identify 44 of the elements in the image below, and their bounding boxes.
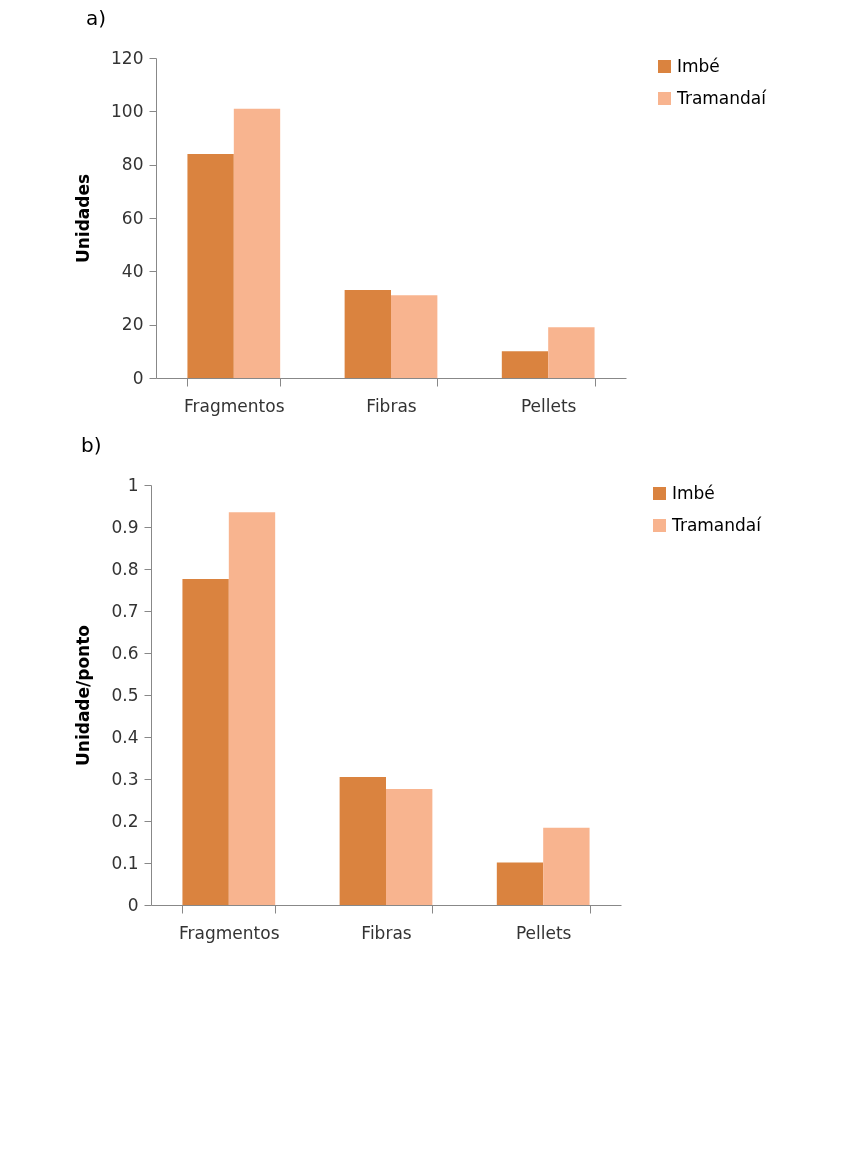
y-tick-label: 100: [111, 100, 144, 121]
chart-title: b): [81, 433, 102, 457]
legend-label: Imbé: [677, 55, 720, 76]
y-tick-label: 60: [121, 207, 144, 228]
y-tick-label: 0.9: [111, 516, 139, 537]
bar: [187, 154, 234, 378]
x-tick-label: Fibras: [366, 395, 417, 416]
y-axis-title: Unidades: [73, 173, 94, 264]
y-tick-label: 40: [121, 260, 144, 281]
bar: [543, 827, 590, 905]
y-tick-label: 0.7: [111, 600, 139, 621]
bar: [344, 290, 391, 378]
bar: [548, 327, 595, 378]
bar: [228, 512, 276, 905]
y-tick-label: 20: [121, 314, 144, 335]
x-tick-label: Fibras: [361, 922, 412, 943]
y-tick-label: 0.2: [111, 810, 139, 831]
x-tick-label: Fragmentos: [179, 922, 280, 943]
chart-title: a): [86, 6, 107, 30]
bar: [501, 351, 549, 378]
legend-label: Tramandaí: [676, 87, 768, 108]
x-tick-label: Pellets: [515, 922, 572, 943]
bar: [496, 862, 544, 905]
y-tick-label: 120: [111, 47, 144, 68]
bar: [391, 295, 438, 378]
y-tick-label: 0.5: [111, 684, 139, 705]
y-tick-label: 0: [127, 894, 139, 915]
bar: [233, 108, 281, 378]
y-tick-label: 0.1: [111, 852, 139, 873]
y-tick-label: 0.8: [111, 558, 139, 579]
legend-label: Tramandaí: [671, 514, 763, 535]
legend-label: Imbé: [672, 482, 715, 503]
y-tick-label: 0: [132, 367, 144, 388]
y-axis-title: Unidade/ponto: [73, 624, 94, 767]
x-tick-label: Pellets: [520, 395, 577, 416]
bar: [386, 789, 433, 905]
x-tick-label: Fragmentos: [184, 395, 285, 416]
y-tick-label: 0.6: [111, 642, 139, 663]
bar: [339, 776, 386, 905]
y-tick-label: 1: [127, 474, 139, 495]
y-tick-label: 0.3: [111, 768, 139, 789]
y-tick-label: 80: [121, 154, 144, 175]
y-tick-label: 0.4: [111, 726, 139, 747]
bar: [182, 579, 229, 905]
